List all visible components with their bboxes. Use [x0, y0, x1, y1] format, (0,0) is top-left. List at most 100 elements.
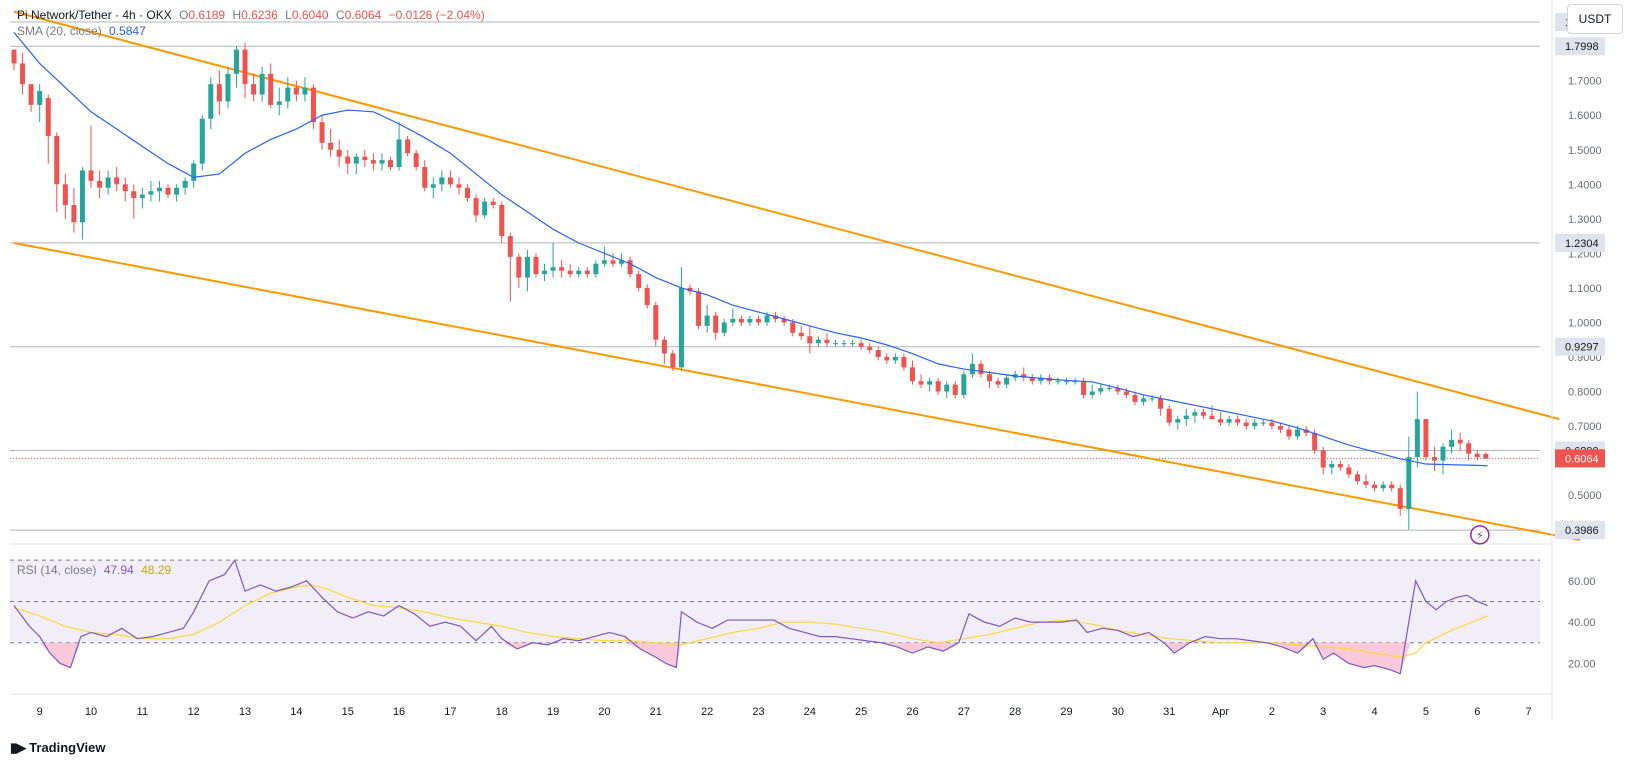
- candle-body: [1440, 446, 1446, 461]
- candle-body: [507, 236, 513, 257]
- currency-button[interactable]: USDT: [1567, 4, 1623, 34]
- time-tick-label: 19: [547, 706, 559, 718]
- candle-body: [353, 156, 359, 164]
- candle-body: [362, 156, 368, 161]
- candle-body: [542, 270, 548, 275]
- candle-body: [97, 180, 103, 188]
- tradingview-brand: ▮▶ TradingView: [10, 740, 106, 756]
- candle-body: [1106, 388, 1112, 390]
- candle-body: [114, 177, 120, 185]
- candle-body: [148, 191, 154, 195]
- candle-body: [567, 270, 573, 275]
- rsi-legend: RSI (14, close) 47.94 48.29: [17, 563, 175, 577]
- rsi-oversold-fill: [1400, 642, 1411, 674]
- candle-body: [1235, 419, 1241, 423]
- candle-body: [54, 135, 60, 185]
- rsi-oversold-fill: [501, 642, 518, 649]
- candle-body: [901, 356, 907, 368]
- time-tick-label: 23: [752, 706, 764, 718]
- last-price-label: 0.6064: [1565, 453, 1599, 465]
- time-tick-label: 31: [1163, 706, 1175, 718]
- time-tick-label: 18: [496, 706, 508, 718]
- candle-body: [593, 263, 599, 275]
- candle-body: [345, 156, 351, 164]
- candle-body: [490, 201, 496, 206]
- candle-body: [1372, 484, 1378, 489]
- time-tick-label: Apr: [1212, 706, 1229, 718]
- candle-body: [1149, 398, 1155, 400]
- time-tick-label: 30: [1112, 706, 1124, 718]
- candle-body: [1363, 481, 1369, 485]
- time-tick-label: 21: [650, 706, 662, 718]
- time-tick-label: 6: [1474, 706, 1480, 718]
- level-tag: [1555, 337, 1605, 356]
- candle-body: [1200, 412, 1206, 416]
- symbol-title: Pi Network/Tether · 4h · OKX: [17, 8, 172, 22]
- candle-body: [447, 177, 453, 185]
- candle-body: [636, 274, 642, 288]
- candle-body: [1397, 488, 1403, 509]
- candle-body: [850, 343, 856, 345]
- candle-body: [268, 73, 274, 105]
- candle-body: [730, 318, 736, 323]
- candle-body: [832, 343, 838, 345]
- candle-body: [1329, 464, 1335, 468]
- candle-body: [1337, 464, 1343, 468]
- rsi-oversold-fill: [640, 642, 656, 658]
- level-tag-label: 1.7998: [1565, 41, 1599, 53]
- rsi-line: [13, 558, 1488, 675]
- sma-label: SMA (20, close): [17, 24, 102, 38]
- candle-body: [1295, 429, 1301, 437]
- price-tick-label: 1.5000: [1568, 145, 1602, 157]
- low-label: L: [285, 8, 292, 22]
- candle-body: [473, 198, 479, 216]
- candle-body: [516, 256, 522, 278]
- candle-body: [1474, 453, 1480, 458]
- candle-body: [824, 339, 830, 344]
- candle-body: [328, 142, 334, 150]
- candle-body: [482, 201, 488, 216]
- candle-body: [1466, 443, 1472, 454]
- candle-body: [1021, 374, 1027, 378]
- candle-body: [1072, 381, 1078, 383]
- candle-body: [867, 346, 873, 351]
- candle-body: [670, 353, 676, 368]
- rsi-oversold-fill: [927, 642, 944, 652]
- candle-body: [875, 350, 881, 357]
- time-tick-label: 13: [239, 706, 251, 718]
- candle-body: [627, 260, 633, 275]
- rsi-pane: [10, 543, 1552, 695]
- candle-body: [37, 91, 43, 105]
- candle-body: [1423, 419, 1429, 458]
- sma-series: [13, 31, 1488, 467]
- time-tick-label: 25: [855, 706, 867, 718]
- rsi-oversold-fill: [1282, 642, 1298, 654]
- candle-body: [653, 305, 659, 340]
- candle-body: [1252, 422, 1258, 427]
- candle-body: [1064, 381, 1070, 383]
- candle-body: [293, 87, 299, 95]
- level-tag: [1555, 233, 1605, 252]
- descending-channel: [13, 10, 1581, 541]
- time-tick-label: 27: [958, 706, 970, 718]
- candle-body: [721, 322, 727, 333]
- candle-body: [584, 270, 590, 275]
- candle-body: [781, 318, 787, 323]
- candle-body: [422, 167, 428, 188]
- rsi-oversold-fill: [1374, 642, 1390, 670]
- candle-body: [1457, 439, 1463, 444]
- time-tick-label: 5: [1423, 706, 1429, 718]
- candle-body: [456, 184, 462, 188]
- open-label: O: [179, 8, 189, 22]
- candle-body: [1098, 388, 1104, 392]
- level-tag-label: 0.3986: [1565, 525, 1599, 537]
- price-tick-label: 1.7000: [1568, 76, 1602, 88]
- candle-body: [1380, 484, 1386, 489]
- candle-body: [1175, 419, 1181, 423]
- candle-body: [1286, 429, 1292, 437]
- time-tick-label: 20: [598, 706, 610, 718]
- candle-body: [952, 384, 958, 395]
- candle-body: [28, 84, 34, 105]
- time-axis: 9 10 11 12 13 14 15 16 17 18 19 20 21 22 23 24 25 26 27 28 2…: [37, 706, 1532, 718]
